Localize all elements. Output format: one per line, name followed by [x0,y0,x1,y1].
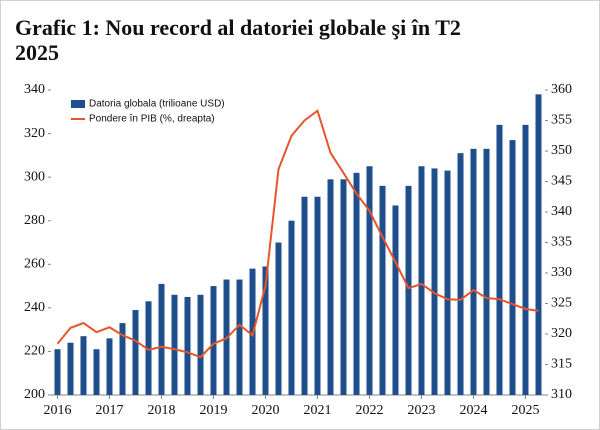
bar [80,336,87,395]
x-tick-label: 2021 [304,403,332,418]
y-tick-label: 320 [24,126,45,141]
x-tick-label: 2025 [512,403,540,418]
y2-tick-label: 330 [551,265,572,280]
x-tick-label: 2020 [252,403,280,418]
y2-tick-label: 345 [551,174,572,189]
x-tick-label: 2016 [44,403,72,418]
y2-tick-label: 325 [551,296,572,311]
bar [119,323,126,395]
y2-tick-label: 340 [551,204,572,219]
x-tick-label: 2024 [460,403,488,418]
bar [301,196,308,395]
bar [171,294,178,395]
bar [132,310,139,395]
y-tick-label: 240 [24,300,45,315]
y-tick-label: 280 [24,213,45,228]
bar [444,170,451,395]
bar [275,242,282,395]
bar [210,286,217,395]
legend-label: Pondere în PIB (%, dreapta) [89,114,215,125]
y2-tick-label: 320 [551,326,572,341]
y2-tick-label: 350 [551,143,572,158]
bar [288,220,295,395]
bar [145,301,152,395]
chart-title: Grafic 1: Nou record al datoriei globale… [15,15,461,65]
bar [366,166,373,395]
bar [509,140,516,395]
bar [379,185,386,395]
bar [405,185,412,395]
bar [496,124,503,395]
line [56,109,539,359]
legend-label: Datoria globala (trilioane USD) [89,99,225,110]
bar [418,166,425,395]
legend-swatch [71,100,85,108]
bar [392,205,399,395]
x-tick-label: 2019 [200,403,228,418]
bar [262,266,269,395]
y-tick-label: 260 [24,257,45,272]
y-tick-label: 220 [24,344,45,359]
bar [197,294,204,395]
x-tick-label: 2022 [356,403,384,418]
bar [353,172,360,395]
x-tick-label: 2023 [408,403,436,418]
x-tick-label: 2018 [148,403,176,418]
x-tick-label: 2017 [96,403,124,418]
bar [522,124,529,395]
bar [184,296,191,395]
bar [535,94,542,395]
y2-tick-label: 310 [551,387,572,402]
bar [67,342,74,395]
bar [457,153,464,395]
bar [106,338,113,395]
bar [483,148,490,395]
bar [93,349,100,395]
bar [236,279,243,395]
y2-tick-label: 335 [551,235,572,250]
y-tick-label: 300 [24,169,45,184]
bar [314,196,321,395]
y2-tick-label: 355 [551,113,572,128]
bar [431,168,438,395]
y2-tick-label: 315 [551,357,572,372]
y2-tick-label: 360 [551,82,572,97]
bar [327,179,334,395]
bar [54,349,61,395]
bar [470,148,477,395]
bar [158,283,165,395]
bar [340,179,347,395]
y-tick-label: 340 [24,82,45,97]
y-tick-label: 200 [24,387,45,402]
